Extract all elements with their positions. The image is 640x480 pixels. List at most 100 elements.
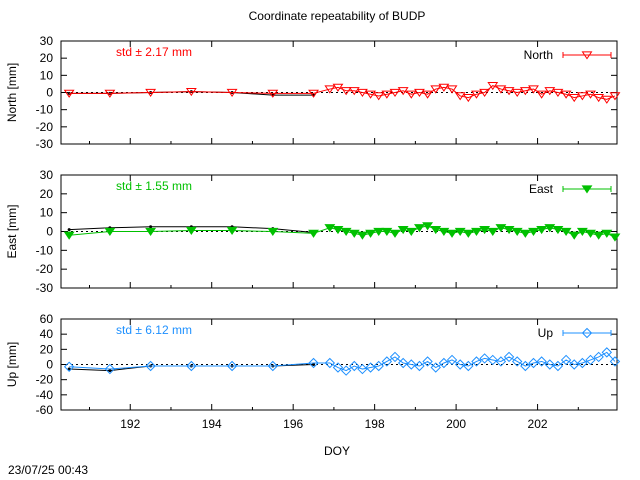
up-x-tick-label: 196 (283, 417, 303, 431)
north-data-point (324, 85, 336, 94)
north-data-point (332, 83, 344, 92)
east-legend-label: East (529, 182, 554, 196)
east-data-point (495, 224, 507, 233)
north-y-tick-label: 20 (40, 51, 54, 65)
east-data-point (487, 227, 499, 237)
east-y-tick-label: 0 (46, 225, 53, 239)
east-data-point (479, 225, 491, 235)
east-data-point (585, 229, 596, 238)
north-data-point (471, 90, 482, 99)
north-data-point (462, 94, 474, 103)
up-data-point (609, 356, 621, 367)
north-data-point (356, 88, 368, 98)
east-daily-point (67, 228, 71, 232)
up-data-point (104, 363, 116, 375)
east-data-point (348, 229, 360, 238)
east-y-tick-label: 20 (40, 187, 54, 201)
east-y-axis-label: East [mm] (5, 204, 19, 258)
east-data-point (422, 222, 434, 231)
up-x-tick-label: 200 (446, 417, 466, 431)
east-data-point (324, 224, 336, 233)
north-data-point (381, 90, 393, 99)
up-data-point (536, 356, 547, 367)
north-data-point (503, 87, 515, 96)
east-data-point (503, 225, 515, 235)
north-data-point (373, 92, 385, 101)
east-data-point (511, 227, 523, 237)
north-y-tick-label: 30 (40, 34, 54, 48)
east-data-point (593, 231, 605, 240)
up-data-point (544, 359, 555, 370)
north-data-point (308, 89, 319, 98)
east-data-point (560, 227, 572, 237)
north-data-point (389, 88, 401, 98)
east-data-point (519, 229, 531, 238)
north-y-tick-label: 0 (46, 86, 53, 100)
up-data-point (389, 351, 401, 363)
north-y-tick-label: -10 (36, 103, 54, 117)
north-data-point (585, 90, 596, 99)
east-daily-point (149, 225, 153, 229)
up-data-point (463, 360, 474, 372)
up-data-point (601, 347, 613, 358)
up-data-point (511, 356, 523, 367)
north-data-point (185, 87, 197, 97)
east-data-point (528, 227, 539, 237)
up-y-tick-label: 20 (40, 342, 54, 356)
east-data-point (185, 226, 197, 236)
up-data-point (226, 360, 238, 372)
north-legend-label: North (524, 48, 553, 62)
east-y-tick-label: -30 (36, 281, 54, 295)
north-data-point (430, 85, 442, 94)
north-data-point (528, 85, 539, 94)
up-daily-point (67, 367, 71, 371)
north-y-tick-label: -30 (36, 137, 54, 151)
north-panel: -30 -20 -10 0 10 20 30 North [mm] std ± 2.17 mm N… (5, 34, 621, 151)
north-data-point (267, 89, 279, 98)
up-daily-point (108, 369, 112, 373)
north-data-point (104, 89, 116, 98)
up-daily-point (312, 363, 316, 366)
north-data-point (226, 88, 238, 98)
north-data-point (487, 81, 499, 91)
up-data-point (63, 361, 75, 372)
up-data-point (585, 354, 596, 366)
up-y-tick-label: -20 (36, 373, 54, 387)
north-data-point (609, 92, 621, 101)
up-std-annotation: std ± 6.12 mm (116, 323, 192, 337)
up-data-point (430, 362, 441, 373)
east-data-point (471, 227, 482, 237)
east-data-point (601, 229, 613, 238)
north-data-point (536, 90, 548, 99)
east-data-point (356, 231, 368, 240)
up-data-point (471, 356, 482, 367)
east-data-point (397, 225, 409, 235)
east-data-point (340, 227, 352, 237)
north-data-point (552, 88, 564, 98)
north-y-tick-label: -20 (36, 120, 54, 134)
east-data-point (145, 227, 157, 237)
up-data-point (373, 360, 384, 372)
east-data-point (104, 227, 116, 237)
east-panel: -30 -20 -10 0 10 20 30 East [mm] std ± 1.55 mm Ea… (5, 168, 621, 295)
east-data-point (544, 224, 556, 233)
north-legend-marker (581, 51, 593, 60)
up-data-point (267, 360, 279, 372)
up-legend-marker (581, 327, 593, 339)
east-y-tick-label: -10 (36, 243, 54, 257)
east-std-annotation: std ± 1.55 mm (116, 179, 192, 193)
up-data-point (340, 365, 352, 376)
up-data-point (308, 357, 319, 369)
x-axis-label: DOY (324, 444, 350, 458)
up-legend-label: Up (538, 326, 554, 340)
north-data-point (145, 88, 157, 98)
north-data-point (479, 88, 491, 98)
east-data-point (430, 225, 442, 235)
up-x-tick-label: 192 (120, 417, 140, 431)
north-data-point (422, 90, 434, 99)
north-data-point (495, 85, 507, 94)
east-data-point (267, 227, 279, 237)
east-data-point (462, 229, 474, 238)
up-data-point (414, 360, 425, 372)
